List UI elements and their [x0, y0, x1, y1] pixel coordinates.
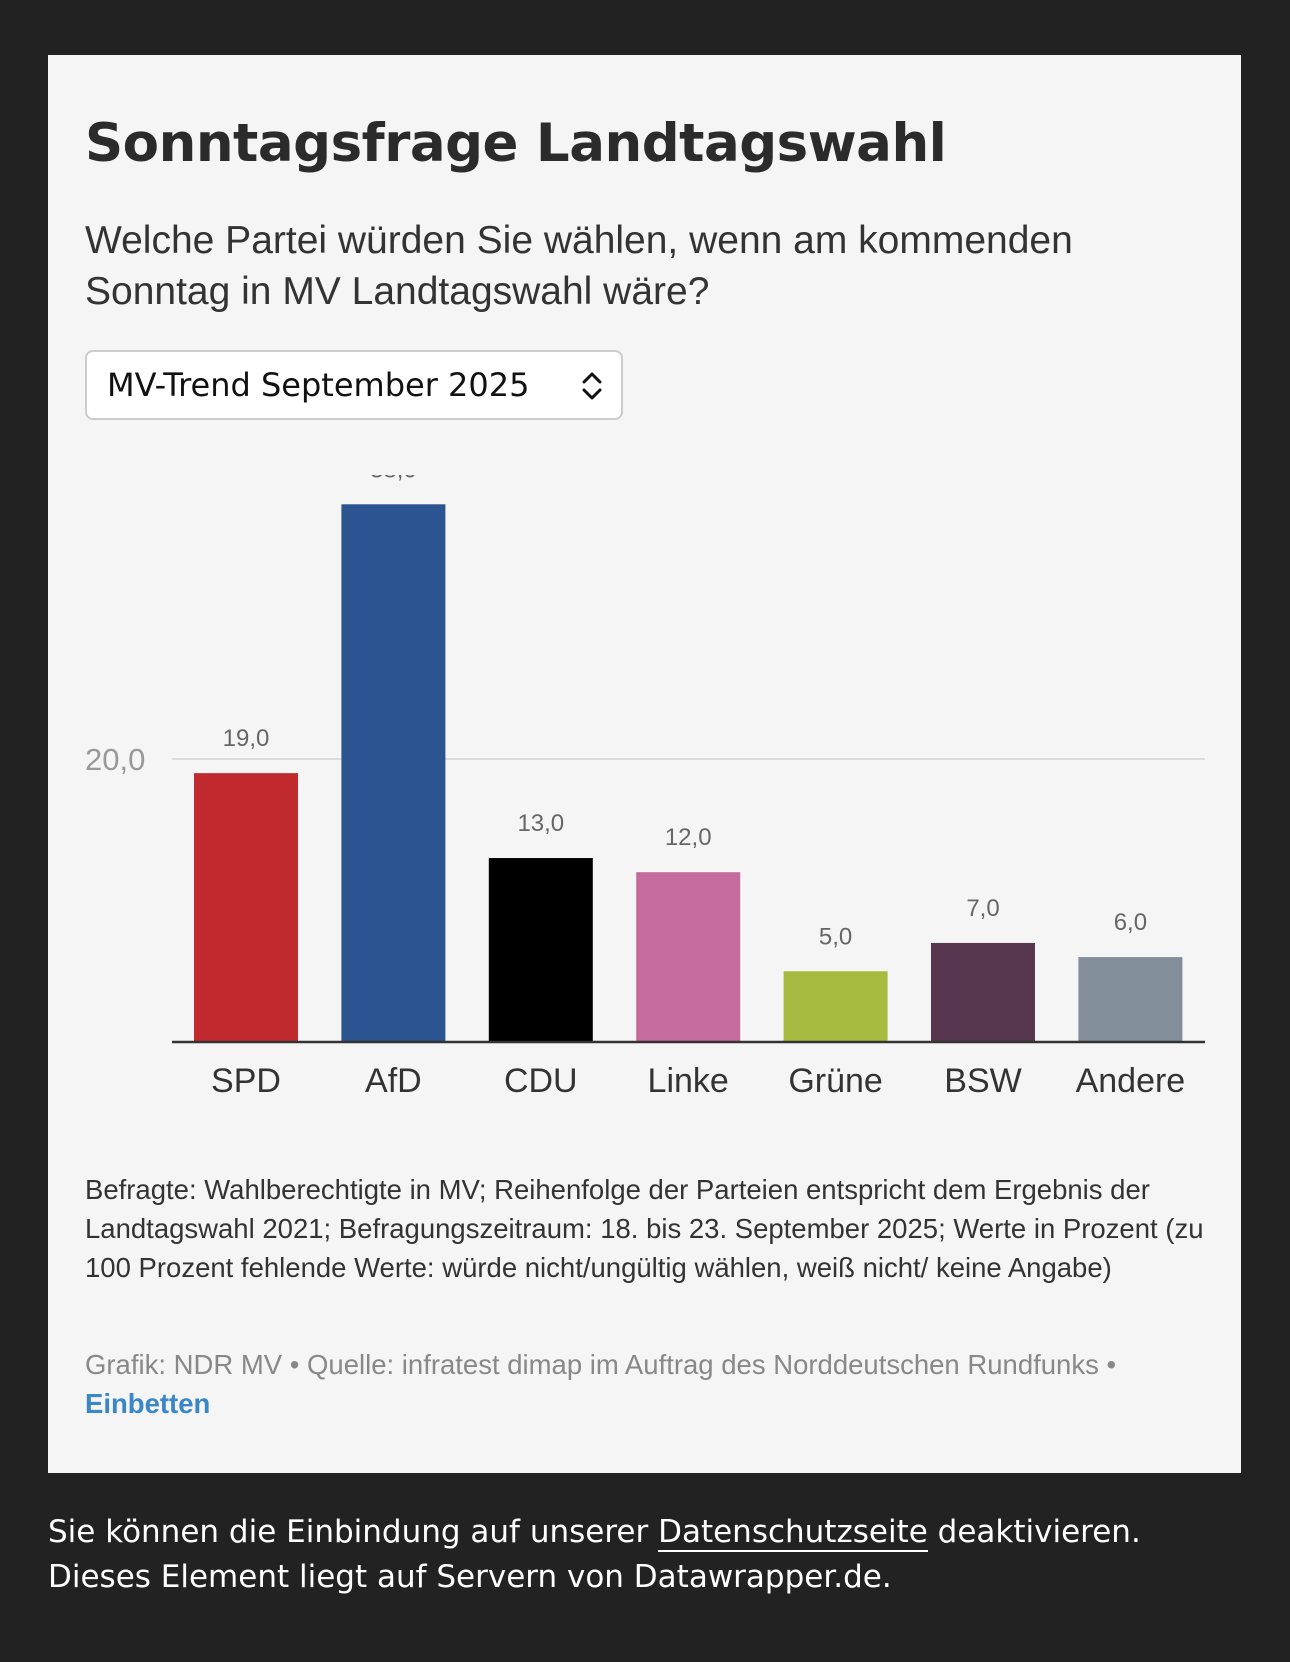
- privacy-text: Sie können die Einbindung auf unserer: [48, 1514, 659, 1550]
- category-label: AfD: [365, 1062, 422, 1100]
- bar-bsw: [931, 942, 1035, 1042]
- category-label: Grüne: [788, 1062, 883, 1100]
- bar-andere: [1078, 957, 1183, 1042]
- chart-subtitle: Welche Partei würden Sie wählen, wenn am…: [85, 219, 1073, 313]
- poll-selector-value: MV-Trend September 2025: [107, 366, 530, 404]
- category-label: Andere: [1076, 1062, 1186, 1100]
- source-credit: Quelle: infratest dimap im Auftrag des N…: [307, 1349, 1099, 1380]
- value-label: 12,0: [665, 824, 712, 851]
- value-label: 7,0: [966, 895, 999, 922]
- value-label: 5,0: [819, 923, 852, 950]
- graphic-credit: Grafik: NDR MV: [85, 1349, 283, 1380]
- bar-linke: [636, 872, 741, 1042]
- bar-afd: [341, 504, 446, 1042]
- privacy-notice: Sie können die Einbindung auf unserer Da…: [48, 1510, 1141, 1600]
- bar-chart: 20,0 19,0 SPD 38,0 AfD 13,0 CDU 12,0 Linke 5,0 Grü…: [85, 475, 1205, 1100]
- value-label: 13,0: [517, 810, 564, 837]
- server-notice: Dieses Element liegt auf Servern von Dat…: [48, 1559, 892, 1595]
- chart-notes: Befragte: Wahlberechtigte in MV; Reihenf…: [85, 1174, 1204, 1283]
- separator: •: [1098, 1349, 1117, 1380]
- poll-selector[interactable]: MV-Trend September 2025: [85, 350, 623, 420]
- y-tick-label: 20,0: [85, 742, 145, 777]
- chart-card: Sonntagsfrage Landtagswahl Welche Partei…: [48, 55, 1241, 1473]
- separator: •: [282, 1349, 308, 1380]
- chart-title: Sonntagsfrage Landtagswahl: [85, 113, 947, 174]
- category-label: CDU: [504, 1062, 578, 1100]
- category-label: BSW: [944, 1062, 1021, 1100]
- value-label: 38,0: [370, 475, 417, 483]
- bar-grüne: [783, 971, 888, 1042]
- chevron-up-down-icon: [582, 372, 602, 400]
- privacy-text-end: deaktivieren.: [927, 1514, 1141, 1550]
- bar-cdu: [488, 858, 593, 1042]
- category-label: Linke: [648, 1062, 729, 1100]
- value-label: 6,0: [1114, 909, 1147, 936]
- category-label: SPD: [211, 1062, 281, 1100]
- value-label: 19,0: [223, 725, 270, 752]
- embed-link[interactable]: Einbetten: [85, 1388, 211, 1419]
- bar-spd: [194, 773, 298, 1042]
- chart-source: Grafik: NDR MV • Quelle: infratest dimap…: [85, 1345, 1215, 1423]
- privacy-link[interactable]: Datenschutzseite: [658, 1514, 928, 1552]
